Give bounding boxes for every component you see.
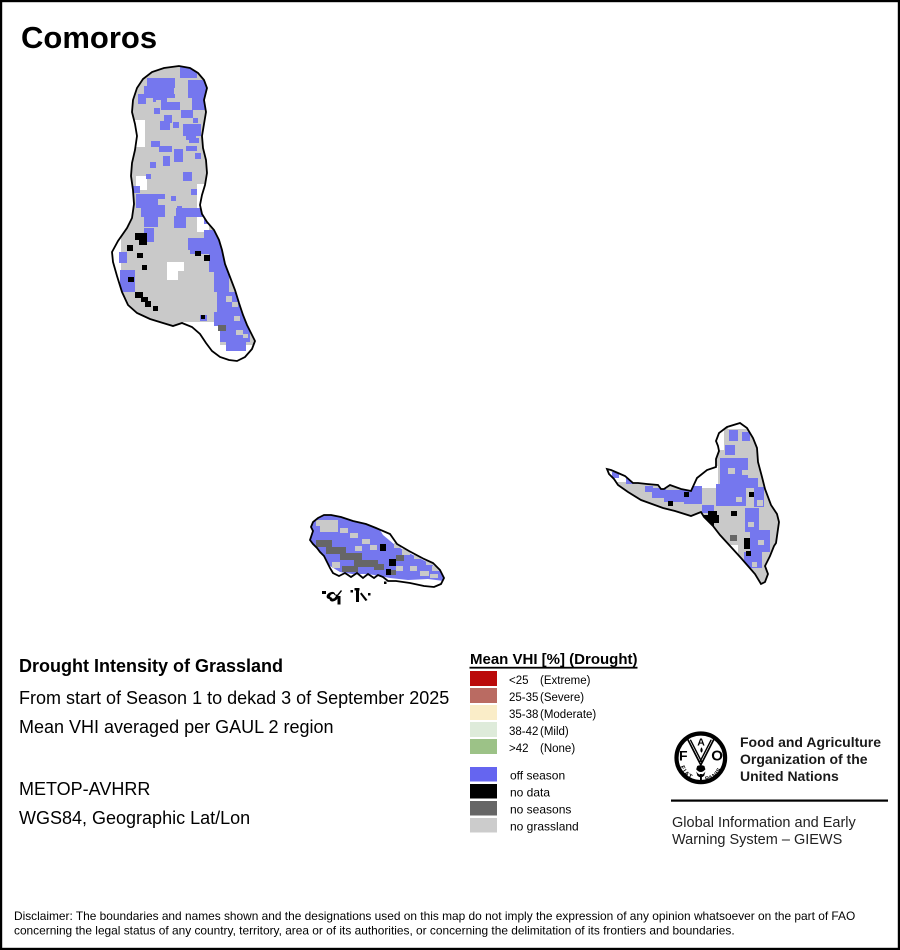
svg-text:(None): (None) <box>540 743 575 755</box>
svg-text:concerning the legal status of: concerning the legal status of any count… <box>14 924 735 938</box>
svg-text:Drought Intensity of Grassland: Drought Intensity of Grassland <box>19 656 283 676</box>
svg-text:Warning System – GIEWS: Warning System – GIEWS <box>672 832 842 848</box>
svg-text:>42: >42 <box>509 743 529 755</box>
svg-text:METOP-AVHRR: METOP-AVHRR <box>19 779 150 799</box>
svg-text:Disclaimer: The boundaries and: Disclaimer: The boundaries and names sho… <box>14 909 855 923</box>
svg-text:Organization of the: Organization of the <box>740 751 868 767</box>
svg-text:38-42: 38-42 <box>509 726 538 738</box>
svg-text:Mean VHI [%] (Drought): Mean VHI [%] (Drought) <box>470 651 637 668</box>
svg-text:Mean VHI averaged per GAUL 2 r: Mean VHI averaged per GAUL 2 region <box>19 717 334 737</box>
svg-text:Food and Agriculture: Food and Agriculture <box>740 734 881 750</box>
svg-text:(Severe): (Severe) <box>540 692 584 704</box>
svg-text:off season: off season <box>510 769 565 783</box>
svg-text:(Moderate): (Moderate) <box>540 709 596 721</box>
svg-text:Global Information and Early: Global Information and Early <box>672 815 857 831</box>
svg-text:35-38: 35-38 <box>509 709 538 721</box>
svg-text:F: F <box>679 748 688 764</box>
svg-text:United Nations: United Nations <box>740 768 839 784</box>
svg-text:WGS84, Geographic Lat/Lon: WGS84, Geographic Lat/Lon <box>19 808 250 828</box>
svg-text:(Mild): (Mild) <box>540 726 569 738</box>
svg-text:no data: no data <box>510 786 550 800</box>
svg-text:O: O <box>711 748 723 765</box>
svg-text:no grassland: no grassland <box>510 820 579 834</box>
svg-text:<25: <25 <box>509 675 529 687</box>
svg-text:(Extreme): (Extreme) <box>540 675 591 687</box>
svg-text:From start of Season 1 to deka: From start of Season 1 to dekad 3 of Sep… <box>19 688 449 708</box>
svg-text:25-35: 25-35 <box>509 692 538 704</box>
svg-text:Comoros: Comoros <box>21 20 157 55</box>
svg-text:A: A <box>697 737 705 749</box>
svg-text:no seasons: no seasons <box>510 803 571 817</box>
